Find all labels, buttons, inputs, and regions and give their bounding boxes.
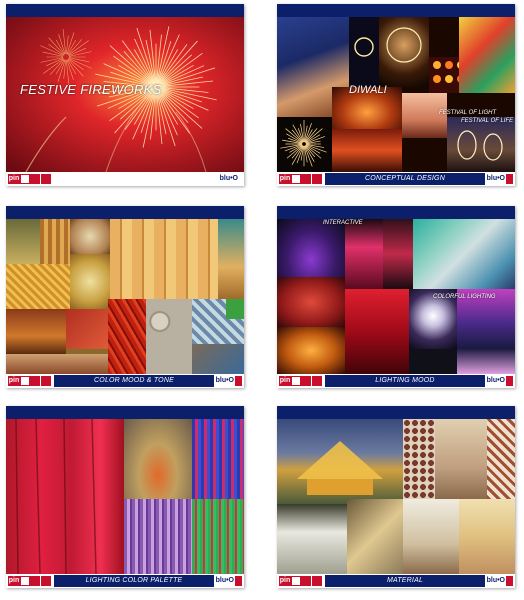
slide-footer: pin COLOR MOOD & TONE blu•O (6, 374, 244, 388)
bluo-logo: blu•O (486, 577, 505, 584)
slide-footer-title: COLOR MOOD & TONE (54, 375, 214, 387)
collage-photo-canopy-bed (277, 504, 347, 574)
slide-header-bar (277, 406, 515, 419)
collage-photo-boy-sparkler (379, 17, 429, 87)
collage-photo-sparkler-circle (349, 17, 379, 87)
bluo-logo: blu•O (215, 377, 234, 384)
collage-photo-pottery (6, 354, 108, 374)
slide-festive-fireworks[interactable]: FESTIVE FIREWORKS pin blu•O (6, 4, 244, 186)
collage-photo-interactive-floor (277, 219, 345, 277)
collage-photo-green-leaf (226, 299, 244, 319)
lighting-mood-collage (277, 219, 515, 374)
collage-photo-blue-threads (192, 419, 244, 499)
collage-photo-red-chillies (108, 299, 146, 374)
slide-color-mood-tone[interactable]: pin COLOR MOOD & TONE blu•O (6, 206, 244, 388)
pin-logo: pin (279, 376, 323, 386)
collage-photo-coins (146, 299, 192, 374)
collage-photo-arch-doorway (435, 419, 487, 499)
collage-photo-roof-tiles (110, 219, 218, 299)
brand-icon (235, 376, 242, 386)
collage-photo-lamps (6, 219, 40, 264)
collage-photo-light-sphere (409, 289, 457, 349)
pin-logo: pin (8, 376, 52, 386)
brand-icon (235, 576, 242, 586)
brand-icon (506, 576, 513, 586)
collage-photo-embroidery (70, 254, 110, 309)
slide-footer: pin blu•O (6, 172, 244, 186)
pin-logo: pin (279, 576, 323, 586)
slide-header-bar (277, 206, 515, 219)
collage-photo-lattice (487, 419, 515, 499)
collage-photo-colorful-stage (457, 289, 515, 374)
collage-photo-brass-bells (6, 309, 66, 354)
slide-header-bar (6, 206, 244, 219)
slide-footer: pin LIGHTING MOOD blu•O (277, 374, 515, 388)
label-diwali: DIWALI (349, 84, 387, 96)
label-colorful-lighting: COLORFUL LIGHTING (433, 294, 496, 300)
pin-logo: pin (279, 174, 323, 184)
slide-conceptual-design[interactable]: DIWALI FESTIVAL OF LIGHT FESTIVAL OF LIF… (277, 4, 515, 186)
collage-photo-rangoli-woman (124, 419, 192, 499)
collage-photo-warm-bar (277, 327, 345, 374)
collage-photo-bowl (70, 219, 110, 254)
collage-photo-red-brick (66, 309, 108, 349)
slide-header-bar (6, 406, 244, 419)
collage-photo-bedroom (403, 499, 459, 574)
collage-photo-neon-strip (345, 219, 383, 289)
slide-header-bar (277, 4, 515, 17)
collage-photo-brown-pattern (403, 419, 435, 499)
collage-photo-graffiti-wall (413, 219, 515, 289)
collage-photo-red-fabric-dyeing (6, 419, 124, 574)
brand-icon (506, 376, 513, 386)
collage-photo-purple-yarn (124, 499, 192, 574)
collage-photo-interior-room (459, 499, 515, 574)
brand-icon (506, 174, 513, 184)
lighting-palette-collage (6, 419, 244, 574)
label-interactive: INTERACTIVE (323, 220, 363, 226)
collage-photo-glass-wall (347, 499, 403, 574)
collage-photo-rangoli (459, 17, 515, 93)
collage-photo-red-lounge (277, 277, 345, 327)
pin-logo: pin (8, 174, 52, 184)
slide-title-festive-fireworks: FESTIVE FIREWORKS (20, 82, 162, 97)
slide-footer: pin MATERIAL blu•O (277, 574, 515, 588)
collage-photo-sparkler-firework (277, 117, 332, 172)
collage-photo-neon-sign (383, 219, 413, 289)
bluo-logo: blu•O (486, 175, 505, 182)
slide-footer: pin LIGHTING COLOR PALETTE blu•O (6, 574, 244, 588)
pin-logo: pin (8, 576, 52, 586)
material-collage (277, 419, 515, 574)
label-festival-of-life: FESTIVAL OF LIFE (461, 118, 514, 124)
collage-photo-diya-lamps (332, 87, 402, 129)
slide-footer-title: LIGHTING MOOD (325, 375, 485, 387)
slide-footer-title: MATERIAL (325, 575, 485, 587)
diwali-collage (277, 17, 515, 172)
collage-photo-sequin-fabric (6, 264, 70, 309)
collage-photo-fabric-folds (40, 219, 70, 264)
slide-material[interactable]: pin MATERIAL blu•O (277, 406, 515, 588)
slide-header-bar (6, 4, 244, 17)
bluo-logo: blu•O (486, 377, 505, 384)
label-festival-of-light: FESTIVAL OF LIGHT (439, 110, 497, 116)
collage-photo-candles-row (332, 129, 402, 172)
collage-photo-woman-smiling (402, 93, 447, 138)
collage-photo-teal-wall (218, 219, 244, 299)
bluo-logo: blu•O (219, 175, 238, 182)
fireworks-image (6, 17, 244, 172)
slide-lighting-color-palette[interactable]: pin LIGHTING COLOR PALETTE blu•O (6, 406, 244, 588)
collage-photo-sparkler-couple (447, 117, 515, 172)
collage-photo-tiles-blue (192, 344, 244, 374)
slide-lighting-mood[interactable]: INTERACTIVE COLORFUL LIGHTING pin LIGHTI… (277, 206, 515, 388)
slide-footer-title: LIGHTING COLOR PALETTE (54, 575, 214, 587)
color-mood-collage (6, 219, 244, 374)
collage-photo-red-corridor (345, 289, 409, 374)
collage-photo-tent-night (277, 419, 403, 504)
bluo-logo: blu•O (215, 577, 234, 584)
slide-footer: pin CONCEPTUAL DESIGN blu•O (277, 172, 515, 186)
slide-footer-title: CONCEPTUAL DESIGN (325, 173, 485, 185)
collage-photo-green-threads (192, 499, 244, 574)
